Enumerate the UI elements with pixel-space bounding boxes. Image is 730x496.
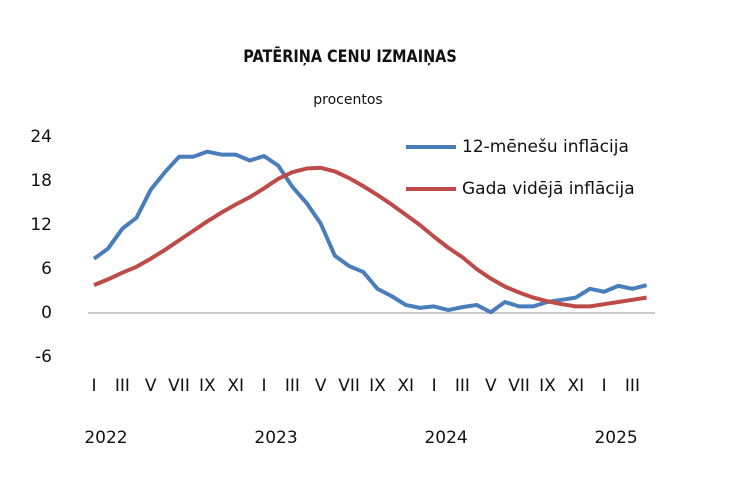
year-label: 2025 bbox=[594, 428, 637, 448]
legend-label: 12-mēnešu inflācija bbox=[462, 137, 629, 157]
y-tick-label: -6 bbox=[35, 347, 52, 367]
line-series bbox=[93, 165, 647, 309]
y-tick-label: 0 bbox=[41, 303, 52, 323]
x-tick-label: XI bbox=[397, 376, 414, 396]
y-tick-label: 6 bbox=[41, 259, 52, 279]
year-label: 2023 bbox=[254, 428, 297, 448]
x-tick-label: I bbox=[432, 376, 437, 396]
x-tick-label: VII bbox=[168, 376, 190, 396]
line-series bbox=[92, 149, 648, 315]
x-tick-label: IX bbox=[539, 376, 556, 396]
x-tick-label: XI bbox=[227, 376, 244, 396]
x-tick-label: I bbox=[262, 376, 267, 396]
x-tick-label: III bbox=[285, 376, 300, 396]
x-tick-label: I bbox=[602, 376, 607, 396]
x-tick-label: I bbox=[91, 376, 96, 396]
y-tick-label: 12 bbox=[30, 215, 52, 235]
x-tick-label: VII bbox=[338, 376, 360, 396]
year-label: 2022 bbox=[84, 428, 127, 448]
x-tick-label: III bbox=[455, 376, 470, 396]
x-tick-label: VII bbox=[508, 376, 530, 396]
chart-title: PATĒRIŅA CENU IZMAIŅAS bbox=[243, 45, 457, 67]
x-tick-label: V bbox=[315, 376, 327, 396]
x-tick-label: III bbox=[115, 376, 130, 396]
year-label: 2024 bbox=[424, 428, 467, 448]
x-tick-label: V bbox=[145, 376, 157, 396]
x-tick-label: IX bbox=[199, 376, 216, 396]
y-tick-label: 18 bbox=[30, 171, 52, 191]
x-tick-label: V bbox=[485, 376, 497, 396]
x-tick-label: IX bbox=[369, 376, 386, 396]
chart-subtitle: procentos bbox=[313, 92, 382, 108]
x-tick-label: XI bbox=[567, 376, 584, 396]
legend-label: Gada vidējā inflācija bbox=[462, 179, 635, 199]
x-tick-label: III bbox=[625, 376, 640, 396]
y-tick-label: 24 bbox=[30, 127, 52, 147]
